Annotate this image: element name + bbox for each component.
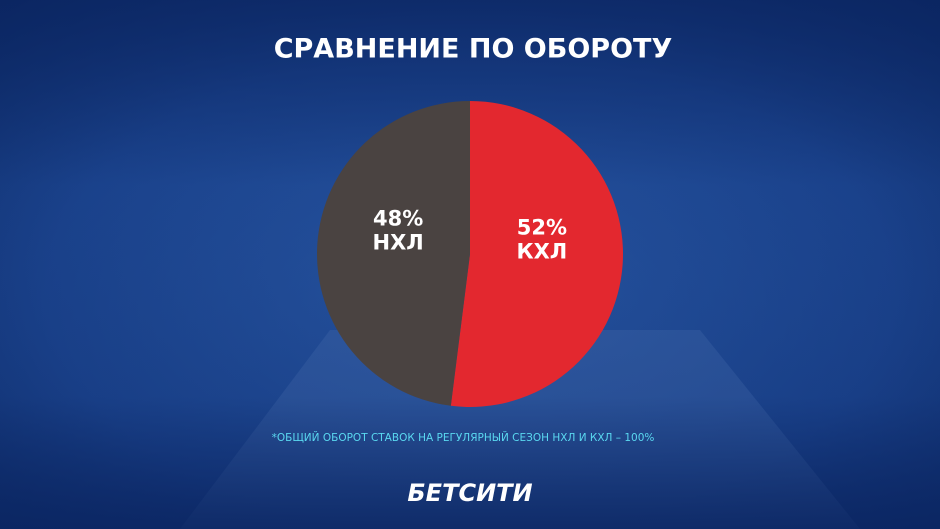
- pie-slice: [450, 101, 623, 407]
- chart-title: СРАВНЕНИЕ ПО ОБОРОТУ: [274, 34, 673, 65]
- value-label: 52%: [517, 216, 567, 240]
- brand-logo: БЕТСИТИ: [407, 479, 532, 507]
- value-label: 48%: [373, 206, 423, 230]
- footnote: *ОБЩИЙ ОБОРОТ СТАВОК НА РЕГУЛЯРНЫЙ СЕЗОН…: [272, 431, 655, 444]
- category-label: КХЛ: [516, 240, 567, 264]
- category-label: НХЛ: [373, 230, 424, 254]
- pie-slice: [316, 101, 470, 406]
